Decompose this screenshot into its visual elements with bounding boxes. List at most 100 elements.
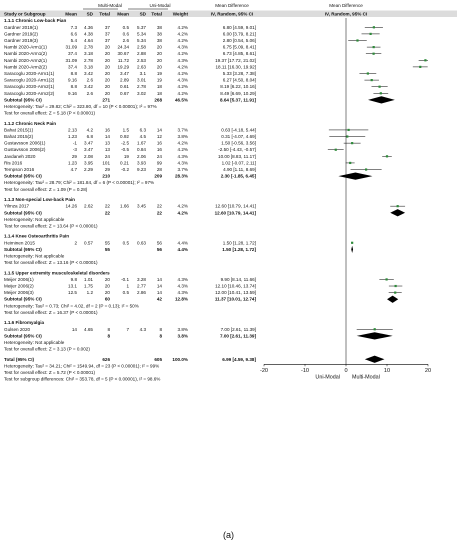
cell-weight: 4.2%: [178, 31, 188, 36]
cell-mean: 14.26: [66, 204, 78, 209]
group-header-multimodal: Multi-Modal: [98, 3, 122, 8]
subgroup-title: 1.1.2 Chronic Neck Pain: [4, 121, 56, 126]
study-point: [419, 65, 422, 68]
subtotal-total: 22: [157, 210, 163, 215]
cell-total: 29: [105, 167, 111, 172]
cell-total: 20: [157, 64, 163, 69]
cell-mean: 19.29: [118, 64, 130, 69]
cell-mean: 37.4: [68, 64, 77, 69]
cell-ci: 4.90 [1.11, 8.69]: [223, 167, 256, 172]
cell-sd: 3.18: [84, 64, 93, 69]
cell-sd: 5.34: [137, 38, 146, 43]
overall-effect-text: Test for overall effect: Z = 16.37 (P < …: [4, 310, 98, 315]
cell-mean: 2.6: [123, 38, 130, 43]
cell-mean: 0.5: [123, 25, 130, 30]
cell-ci: 19.37 [17.72, 21.02]: [215, 58, 256, 63]
subgroup-title: 1.1.1 Chronic Low-back Pian: [4, 18, 66, 23]
cell-total: 22: [105, 204, 111, 209]
x-tick-label: 10: [384, 368, 390, 374]
cell-mean: 8.8: [71, 71, 78, 76]
study-name: Gardner 2019(2): [4, 31, 38, 36]
cell-mean: 37.4: [68, 51, 77, 56]
cell-sd: 2.06: [137, 154, 146, 159]
subtotal-total: 271: [102, 97, 110, 102]
overall-effect-text: Test for overall effect: Z = 13.64 (P < …: [4, 223, 98, 228]
plot-header-mean-difference: Mean Difference: [329, 3, 363, 8]
study-point: [351, 241, 354, 244]
cell-sd: 2.58: [137, 45, 146, 50]
cell-sd: 2.86: [137, 290, 146, 295]
cell-mean: 8.8: [71, 84, 78, 89]
study-point: [372, 26, 375, 29]
study-name: Heiminen 2015: [4, 240, 35, 245]
heterogeneity-text: Heterogeneity: Tau² = 29.82; Chi² = 323.…: [4, 104, 157, 109]
cell-mean: 0.61: [120, 84, 129, 89]
study-name: Nambi 2020-Arm1(1): [4, 45, 47, 50]
cell-total: 20: [157, 51, 163, 56]
cell-weight: 4.3%: [178, 284, 188, 289]
study-name: Nambi 2020-Arm2(1): [4, 58, 47, 63]
x-tick-label: -20: [260, 368, 268, 374]
cell-weight: 3.7%: [178, 167, 188, 172]
favours-unimodal: Uni-Modal: [315, 374, 340, 380]
subtotal-total: 268: [154, 97, 162, 102]
cell-weight: 4.2%: [178, 204, 188, 209]
cell-mean: -1: [73, 141, 78, 146]
footer-text: Test for subgroup differences: Chi² = 35…: [4, 377, 160, 382]
subtotal-label: Subtotal (95% CI): [4, 97, 42, 102]
cell-ci: -2.50 [-4.43, -0.57]: [218, 147, 256, 152]
study-name: Yilmza 2017: [4, 204, 30, 209]
study-name: Javdaneh 2020: [4, 154, 36, 159]
cell-total: 56: [157, 240, 163, 245]
cell-sd: 2.88: [137, 51, 146, 56]
cell-total: 24: [157, 154, 163, 159]
cell-sd: 0.63: [137, 240, 146, 245]
cell-ci: 10.00 [8.83, 11.17]: [218, 154, 256, 159]
header-study: Study or Subgroup: [4, 12, 46, 17]
header-ci-text: IV, Random, 95% CI: [211, 12, 253, 17]
cell-sd: 2.29: [84, 167, 93, 172]
cell-sd: 3.47: [84, 147, 93, 152]
subtotal-label: Subtotal (95% CI): [4, 210, 42, 215]
subtotal-total: 56: [157, 247, 163, 252]
study-point: [394, 284, 397, 288]
study-point: [351, 142, 354, 145]
cell-sd: 0.57: [84, 240, 93, 245]
study-name: Bahat 2015(2): [4, 134, 34, 139]
header-total: Total: [99, 12, 110, 17]
subtotal-diamond: [390, 209, 406, 217]
study-name: Saracoglu 2020-Arm2(1): [4, 84, 55, 89]
overall-effect-text: Test for overall effect: Z = 3.13 (P = 0…: [4, 347, 90, 352]
cell-ci: 12.00 [10.41, 13.59]: [215, 290, 256, 295]
cell-ci: 2.80 [0.54, 5.06]: [223, 38, 256, 43]
cell-total: 20: [157, 58, 163, 63]
cell-weight: 4.2%: [178, 147, 188, 152]
header-sd: SD: [87, 12, 94, 17]
cell-weight: 3.8%: [178, 134, 188, 139]
cell-ci: 6.00 [3.79, 8.21]: [223, 31, 256, 36]
cell-mean: 1.23: [68, 134, 77, 139]
cell-total: 20: [105, 64, 111, 69]
cell-mean: 4.7: [71, 167, 78, 172]
cell-weight: 4.3%: [178, 290, 188, 295]
subtotal-total: 55: [105, 247, 111, 252]
total-ci: 6.99 [4.59, 9.38]: [222, 357, 256, 362]
cell-weight: 4.2%: [178, 71, 188, 76]
cell-weight: 4.2%: [178, 64, 188, 69]
cell-sd: 4.38: [84, 31, 93, 36]
subtotal-ci: 1.50 [1.28, 1.72]: [222, 247, 256, 252]
cell-sd: 6.3: [140, 127, 147, 132]
cell-sd: 2.08: [84, 154, 93, 159]
cell-sd: 3.02: [137, 91, 146, 96]
cell-total: 20: [105, 78, 111, 83]
cell-mean: 1.23: [68, 160, 77, 165]
cell-mean: 11.72: [118, 58, 130, 63]
study-point: [356, 39, 359, 42]
study-name: Ris 2016: [4, 160, 23, 165]
x-tick-label: -10: [301, 368, 309, 374]
favours-multimodal: Multi-Modal: [352, 374, 380, 380]
study-point: [364, 168, 368, 171]
cell-total: 12: [157, 134, 163, 139]
cell-sd: 1.01: [84, 277, 93, 282]
